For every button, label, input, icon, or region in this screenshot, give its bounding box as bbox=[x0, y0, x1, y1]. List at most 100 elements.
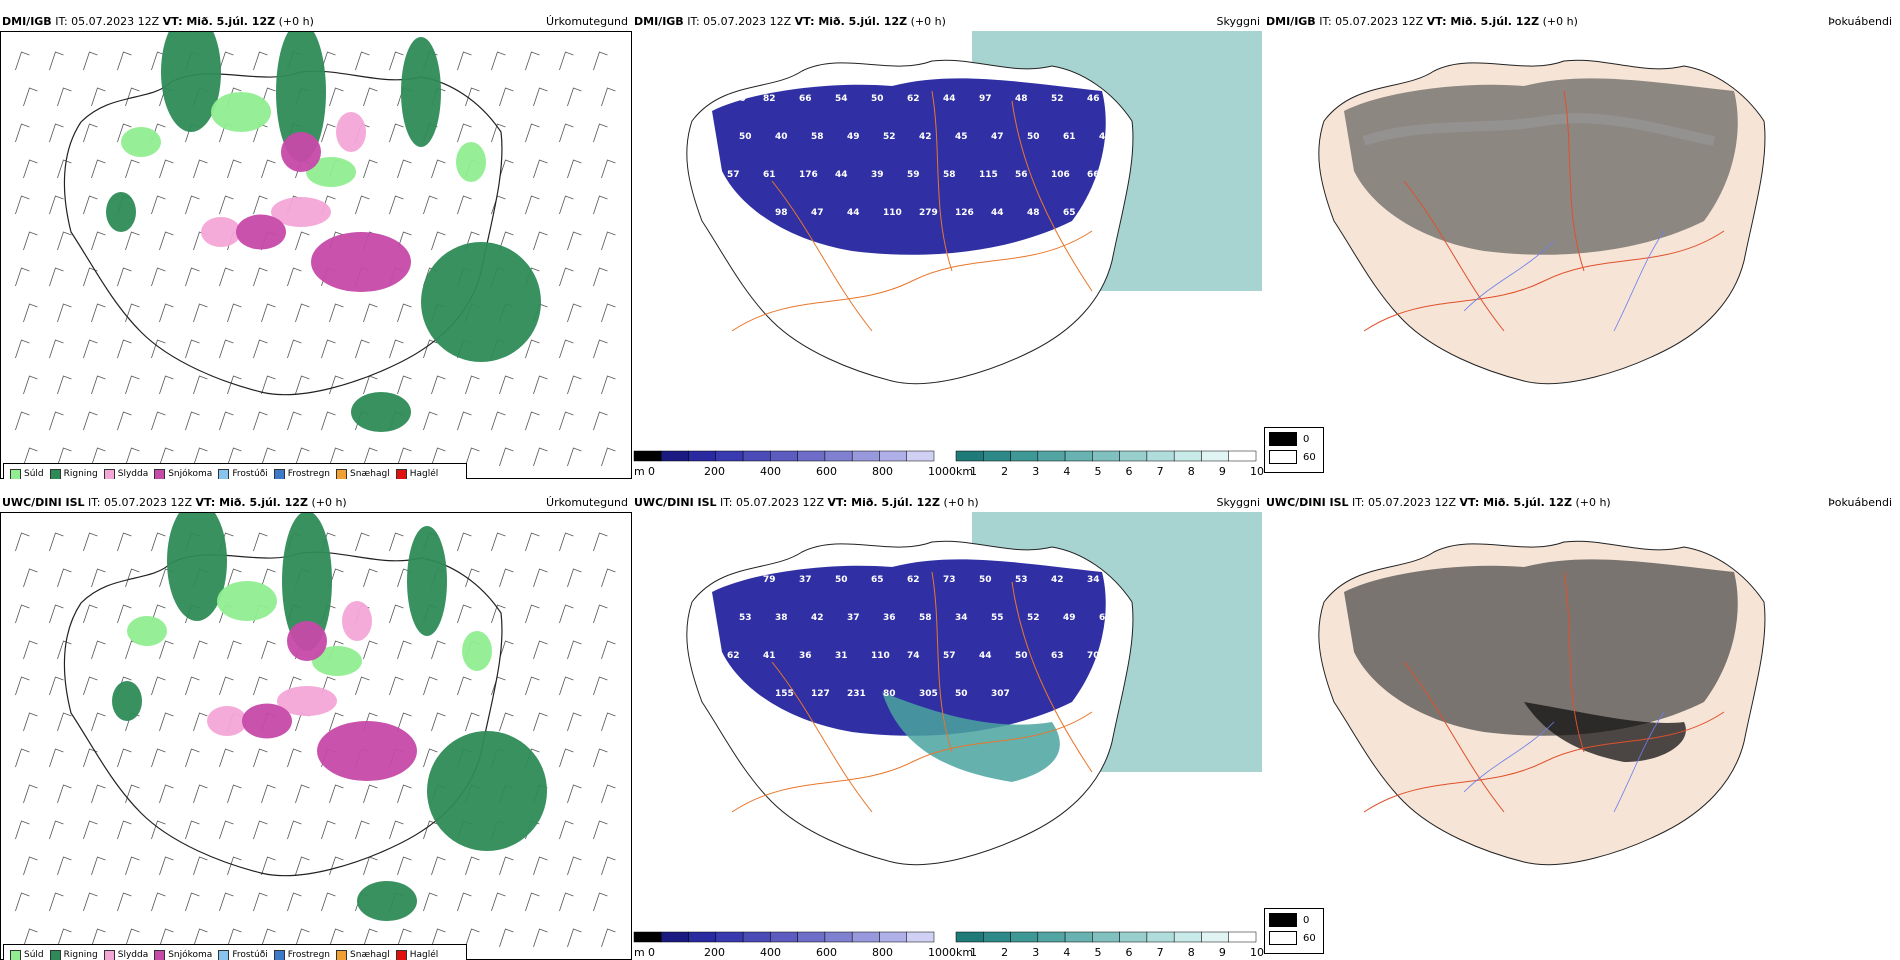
wind-barb bbox=[253, 52, 267, 70]
wind-barb bbox=[185, 412, 199, 430]
wind-barb bbox=[601, 448, 615, 466]
scale-tick-label: 600 bbox=[816, 465, 837, 478]
wind-barb bbox=[23, 232, 37, 250]
wind-barb bbox=[491, 52, 505, 70]
wind-barb bbox=[601, 641, 615, 659]
wind-barb bbox=[253, 268, 267, 286]
wind-barb bbox=[125, 376, 139, 394]
wind-barb bbox=[499, 929, 513, 947]
wind-barb bbox=[355, 533, 369, 551]
wind-barb bbox=[57, 88, 71, 106]
wind-barb bbox=[567, 857, 581, 875]
wind-barb bbox=[525, 677, 539, 695]
visibility-value-label: 62 bbox=[907, 575, 920, 585]
wind-barb bbox=[261, 641, 275, 659]
scale-color-step bbox=[1229, 932, 1256, 942]
visibility-value-label: 231 bbox=[847, 689, 866, 699]
scale-tick-label: 6 bbox=[1126, 946, 1133, 959]
wind-barb bbox=[593, 749, 607, 767]
scale-color-step bbox=[798, 932, 825, 942]
wind-barb bbox=[601, 857, 615, 875]
wind-barb bbox=[559, 340, 573, 358]
legend-swatch bbox=[336, 469, 347, 480]
wind-barb bbox=[15, 340, 29, 358]
wind-barb bbox=[227, 304, 241, 322]
wind-barb bbox=[15, 412, 29, 430]
legend-swatch bbox=[154, 950, 165, 960]
wind-barb bbox=[457, 52, 471, 70]
visibility-value-label: 356 bbox=[763, 246, 782, 256]
visibility-value-label: 44 bbox=[847, 208, 860, 218]
wind-barb bbox=[219, 749, 233, 767]
precip-area bbox=[106, 192, 136, 232]
visibility-value-label: 44 bbox=[835, 170, 848, 180]
wind-barb bbox=[91, 160, 105, 178]
legend-label: Frostregn bbox=[288, 950, 330, 960]
wind-barb bbox=[125, 785, 139, 803]
wind-barb bbox=[261, 785, 275, 803]
wind-barb bbox=[287, 821, 301, 839]
legend-item: Frostregn bbox=[274, 469, 330, 480]
wind-barb bbox=[363, 160, 377, 178]
visibility-value-label: 50 bbox=[1015, 651, 1028, 661]
wind-barb bbox=[295, 304, 309, 322]
wind-barb bbox=[423, 821, 437, 839]
visibility-value-label: 66 bbox=[1087, 170, 1100, 180]
precip-area bbox=[207, 706, 247, 736]
legend-label: Snjókoma bbox=[168, 950, 212, 960]
precip-area bbox=[287, 621, 327, 661]
wind-barb bbox=[423, 412, 437, 430]
scale-color-step bbox=[852, 932, 879, 942]
wind-barb bbox=[23, 641, 37, 659]
wind-barb bbox=[423, 196, 437, 214]
precip-area bbox=[317, 721, 417, 781]
wind-barb bbox=[23, 857, 37, 875]
wind-barb bbox=[15, 677, 29, 695]
legend-label: Rigning bbox=[64, 469, 98, 479]
visibility-value-label: 34 bbox=[955, 613, 968, 623]
wind-barb bbox=[525, 605, 539, 623]
legend-label: Slydda bbox=[118, 469, 148, 479]
visibility-value-label: 50 bbox=[835, 575, 848, 585]
visibility-value-label: 72 bbox=[739, 208, 752, 218]
scale-color-step bbox=[743, 932, 770, 942]
wind-barb bbox=[457, 677, 471, 695]
wind-barb bbox=[525, 340, 539, 358]
visibility-value-label: 46 bbox=[1087, 94, 1100, 104]
wind-barb bbox=[193, 376, 207, 394]
precip-area bbox=[401, 37, 441, 147]
wind-barb bbox=[601, 88, 615, 106]
wind-barb bbox=[593, 677, 607, 695]
wind-barb bbox=[397, 304, 411, 322]
panel-title: Skyggni bbox=[1217, 15, 1260, 28]
visibility-value-label: 70 bbox=[1087, 651, 1100, 661]
wind-barb bbox=[261, 304, 275, 322]
legend-swatch bbox=[50, 950, 61, 960]
wind-barb bbox=[525, 124, 539, 142]
wind-barb bbox=[355, 196, 369, 214]
legend-label: Snæhagl bbox=[350, 950, 390, 960]
visibility-value-label: 74 bbox=[907, 651, 920, 661]
scale-color-step bbox=[1038, 451, 1065, 461]
wind-barb bbox=[287, 340, 301, 358]
visibility-value-label: 37 bbox=[847, 613, 860, 623]
wind-barb bbox=[193, 713, 207, 731]
scale-color-step bbox=[1120, 932, 1147, 942]
visibility-value-label: 61 bbox=[763, 170, 776, 180]
visibility-value-label: 36 bbox=[883, 613, 896, 623]
precip-area bbox=[281, 132, 321, 172]
wind-barb bbox=[559, 196, 573, 214]
scale-color-step bbox=[770, 451, 797, 461]
wind-barb bbox=[15, 196, 29, 214]
wind-barb bbox=[151, 196, 165, 214]
legend-item: Snæhagl bbox=[336, 469, 390, 480]
scale-color-step bbox=[983, 932, 1010, 942]
wind-barb bbox=[491, 412, 505, 430]
visibility-value-label: 50 bbox=[739, 132, 752, 142]
visibility-value-label: 41 bbox=[763, 651, 776, 661]
panel-header: UWC/DINI ISL IT: 05.07.2023 12Z VT: Mið.… bbox=[634, 496, 979, 509]
scale-color-step bbox=[1038, 932, 1065, 942]
wind-barb bbox=[261, 376, 275, 394]
wind-barb bbox=[601, 304, 615, 322]
scale-tick-label: 0 bbox=[648, 465, 655, 478]
